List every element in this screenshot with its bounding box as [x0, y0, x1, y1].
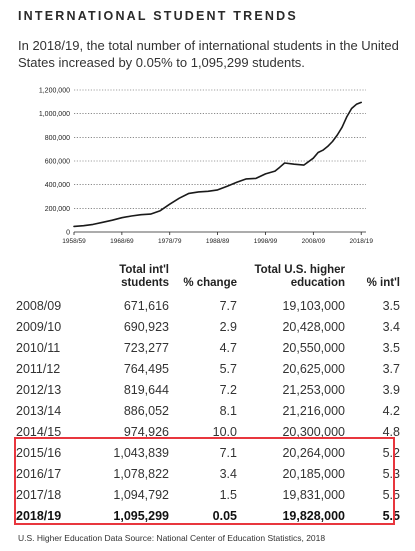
x-tick-label: 1978/79	[158, 238, 182, 245]
cell-pct-intl: 5.5	[382, 508, 400, 523]
y-tick-label: 600,000	[45, 159, 70, 166]
cell-pct-change: 10.0	[212, 424, 237, 439]
x-tick-label: 1958/59	[62, 238, 86, 245]
cell-pct-intl: 3.4	[382, 319, 400, 334]
cell-year: 2017/18	[16, 487, 62, 502]
cell-pct-change: 5.7	[219, 361, 237, 376]
cell-total-us: 20,428,000	[282, 319, 345, 334]
cell-pct-intl: 4.2	[382, 403, 400, 418]
cell-total-us: 21,216,000	[282, 403, 345, 418]
table-row: 2018/19 1,095,299 0.05 19,828,000 5.5	[16, 505, 406, 526]
cell-total-intl: 1,095,299	[113, 508, 169, 523]
x-tick-label: 2018/19	[349, 238, 373, 245]
x-tick-label: 2008/09	[302, 238, 326, 245]
y-tick-label: 1,000,000	[39, 111, 70, 118]
x-tick-label: 1988/89	[206, 238, 230, 245]
cell-pct-change: 3.4	[219, 466, 237, 481]
cell-total-intl: 723,277	[123, 340, 169, 355]
cell-year: 2008/09	[16, 298, 62, 313]
cell-total-us: 20,300,000	[282, 424, 345, 439]
cell-pct-intl: 4.8	[382, 424, 400, 439]
table-row: 2014/15 974,926 10.0 20,300,000 4.8	[16, 421, 406, 442]
cell-pct-intl: 5.5	[382, 487, 400, 502]
table-row: 2009/10 690,923 2.9 20,428,000 3.4	[16, 316, 406, 337]
table-row: 2011/12 764,495 5.7 20,625,000 3.7	[16, 358, 406, 379]
cell-pct-intl: 5.3	[382, 466, 400, 481]
y-tick-label: 1,200,000	[39, 88, 70, 95]
header-year	[16, 264, 78, 295]
table-row: 2017/18 1,094,792 1.5 19,831,000 5.5	[16, 484, 406, 505]
chart-subtitle: In 2018/19, the total number of internat…	[18, 38, 399, 70]
line-chart: 0 200,000 400,000 600,000 800,000 1,000,000 1,…	[39, 88, 374, 246]
cell-pct-change: 7.2	[219, 382, 237, 397]
table-row: 2012/13 819,644 7.2 21,253,000 3.9	[16, 379, 406, 400]
header-total-intl: Total int'l students	[119, 264, 169, 289]
table-row: 2016/17 1,078,822 3.4 20,185,000 5.3	[16, 463, 406, 484]
cell-pct-change: 7.7	[219, 298, 237, 313]
y-tick-label: 800,000	[45, 135, 70, 142]
table-body: 2008/09 671,616 7.7 19,103,000 3.5 2009/10 690…	[16, 295, 406, 526]
cell-pct-change: 7.1	[219, 445, 237, 460]
table-row: 2013/14 886,052 8.1 21,216,000 4.2	[16, 400, 406, 421]
series-line	[73, 101, 362, 228]
cell-total-us: 20,185,000	[282, 466, 345, 481]
cell-year: 2010/11	[16, 340, 61, 355]
cell-year: 2014/15	[16, 424, 62, 439]
cell-total-us: 20,264,000	[282, 445, 345, 460]
y-tick-label: 200,000	[45, 206, 70, 213]
cell-year: 2016/17	[16, 466, 62, 481]
cell-year: 2012/13	[16, 382, 62, 397]
cell-total-us: 20,550,000	[282, 340, 345, 355]
cell-pct-change: 0.05	[212, 508, 237, 523]
cell-year: 2018/19	[16, 508, 62, 523]
header-total-us: Total U.S. higher education	[254, 264, 345, 289]
cell-total-intl: 690,923	[123, 319, 169, 334]
table-header-row: Total int'l students % change Total U.S.…	[16, 264, 406, 295]
cell-year: 2013/14	[16, 403, 62, 418]
chart-title: INTERNATIONAL STUDENT TRENDS	[18, 9, 298, 23]
cell-pct-intl: 3.7	[382, 361, 400, 376]
cell-pct-intl: 3.9	[382, 382, 400, 397]
y-tick-label: 400,000	[45, 182, 70, 189]
cell-pct-intl: 5.2	[382, 445, 400, 460]
cell-total-us: 21,253,000	[282, 382, 345, 397]
x-tick-label: 1968/69	[110, 238, 134, 245]
cell-pct-change: 8.1	[219, 403, 237, 418]
cell-total-us: 19,103,000	[282, 298, 345, 313]
cell-total-us: 19,828,000	[282, 508, 345, 523]
cell-total-us: 19,831,000	[282, 487, 345, 502]
y-tick-label: 0	[66, 230, 70, 237]
cell-total-intl: 1,078,822	[113, 466, 169, 481]
cell-total-us: 20,625,000	[282, 361, 345, 376]
cell-year: 2009/10	[16, 319, 62, 334]
cell-year: 2011/12	[16, 361, 61, 376]
cell-total-intl: 1,043,839	[113, 445, 169, 460]
table-row: 2010/11 723,277 4.7 20,550,000 3.5	[16, 337, 406, 358]
cell-total-intl: 764,495	[123, 361, 169, 376]
cell-pct-change: 2.9	[219, 319, 237, 334]
header-pct-intl: % int'l	[366, 277, 400, 289]
cell-total-intl: 671,616	[123, 298, 169, 313]
cell-pct-change: 4.7	[219, 340, 237, 355]
table-row: 2008/09 671,616 7.7 19,103,000 3.5	[16, 295, 406, 316]
header-pct-change: % change	[183, 277, 237, 289]
cell-pct-intl: 3.5	[382, 298, 400, 313]
table-row: 2015/16 1,043,839 7.1 20,264,000 5.2	[16, 442, 406, 463]
x-tick-label: 1998/99	[254, 238, 278, 245]
highlight-box	[14, 437, 395, 525]
cell-total-intl: 886,052	[123, 403, 169, 418]
cell-pct-change: 1.5	[219, 487, 237, 502]
cell-total-intl: 1,094,792	[113, 487, 169, 502]
cell-pct-intl: 3.5	[382, 340, 400, 355]
source-note: U.S. Higher Education Data Source: Natio…	[18, 533, 326, 543]
cell-total-intl: 974,926	[123, 424, 169, 439]
statistics-table: Total int'l students % change Total U.S.…	[16, 264, 406, 526]
cell-year: 2015/16	[16, 445, 62, 460]
cell-total-intl: 819,644	[123, 382, 169, 397]
